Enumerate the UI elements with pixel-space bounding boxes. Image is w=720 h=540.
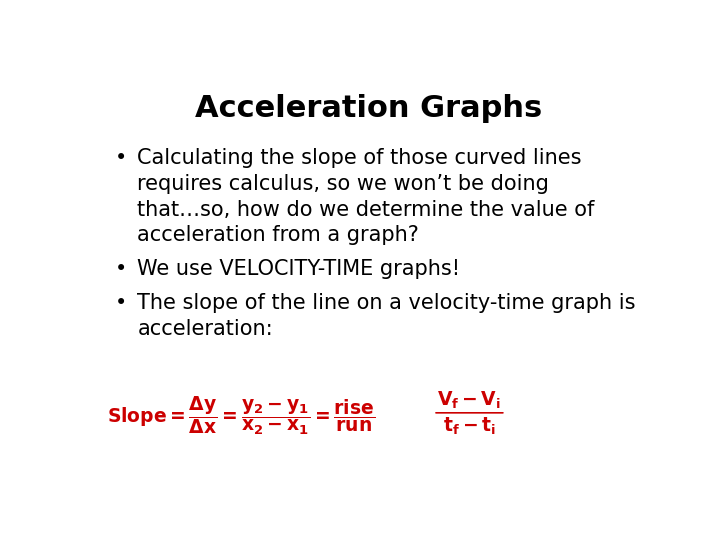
Text: acceleration:: acceleration: xyxy=(138,319,273,339)
Text: acceleration from a graph?: acceleration from a graph? xyxy=(138,225,419,245)
Text: Calculating the slope of those curved lines: Calculating the slope of those curved li… xyxy=(138,148,582,168)
Text: •: • xyxy=(115,148,127,168)
Text: Acceleration Graphs: Acceleration Graphs xyxy=(195,94,543,123)
Text: $\mathbf{Slope = \dfrac{\Delta y}{\Delta x} = \dfrac{y_2-y_1}{x_2-x_1} = \dfrac{: $\mathbf{Slope = \dfrac{\Delta y}{\Delta… xyxy=(107,395,374,437)
Text: requires calculus, so we won’t be doing: requires calculus, so we won’t be doing xyxy=(138,174,549,194)
Text: that…so, how do we determine the value of: that…so, how do we determine the value o… xyxy=(138,199,595,220)
Text: •: • xyxy=(115,259,127,279)
Text: $\mathbf{t_f - t_i}$: $\mathbf{t_f - t_i}$ xyxy=(443,416,496,437)
Text: The slope of the line on a velocity-time graph is: The slope of the line on a velocity-time… xyxy=(138,294,636,314)
Text: •: • xyxy=(115,294,127,314)
Text: $\mathbf{V_f - V_i}$: $\mathbf{V_f - V_i}$ xyxy=(438,390,501,411)
Text: We use VELOCITY-TIME graphs!: We use VELOCITY-TIME graphs! xyxy=(138,259,461,279)
